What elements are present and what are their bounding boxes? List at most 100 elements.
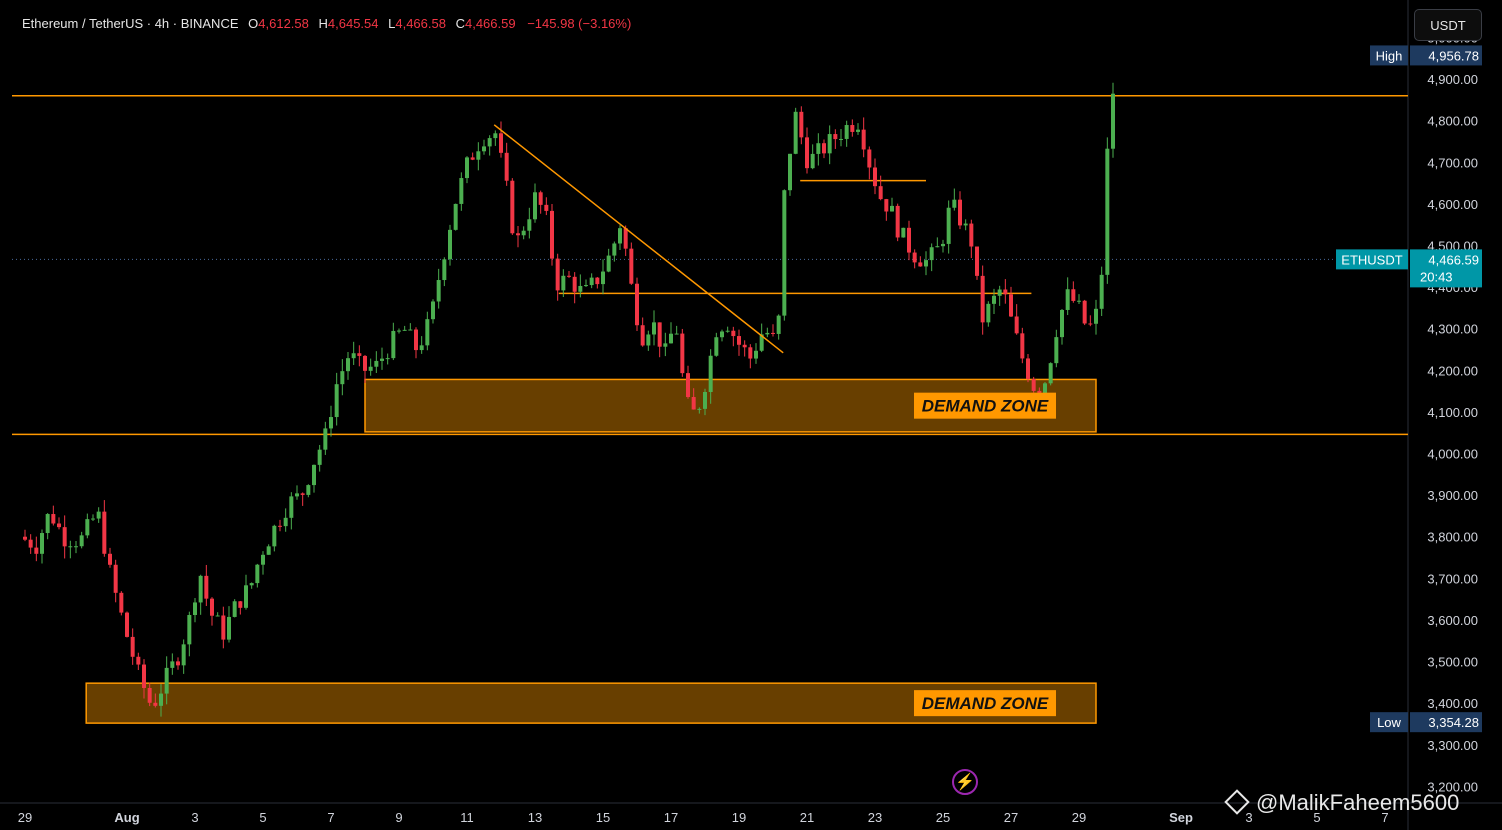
candle-body xyxy=(725,330,730,332)
candle-body xyxy=(589,277,594,286)
lightning-icon[interactable]: ⚡ xyxy=(952,769,978,795)
candle-body xyxy=(969,223,974,247)
low-label: L xyxy=(388,16,396,31)
candle-body xyxy=(612,243,617,256)
candle-body xyxy=(176,661,180,666)
high-badge-label-bg xyxy=(1370,45,1408,66)
candle-body xyxy=(459,178,464,204)
candle-body xyxy=(1026,358,1030,379)
candle-body xyxy=(306,485,311,495)
candle-body xyxy=(329,417,333,429)
candle-body xyxy=(907,227,911,253)
candle-body xyxy=(895,205,900,238)
candle-body xyxy=(91,518,95,520)
candle-body xyxy=(482,146,486,152)
candle-body xyxy=(119,592,124,613)
candle-body xyxy=(646,334,651,346)
last-price-badge-countdown: 20:43 xyxy=(1420,269,1453,284)
last-price-badge-value-bg xyxy=(1410,249,1482,288)
y-tick-label: 4,100.00 xyxy=(1427,405,1478,420)
y-tick-label: 4,800.00 xyxy=(1427,114,1478,129)
candle-body xyxy=(1111,93,1115,149)
candle-body xyxy=(147,687,152,703)
candle-body xyxy=(476,151,481,160)
candle-body xyxy=(1065,289,1070,310)
candle-body xyxy=(419,345,424,351)
candle-body xyxy=(453,203,458,230)
candle-body xyxy=(629,248,634,284)
x-tick-label: 21 xyxy=(800,810,814,825)
x-tick-label: 7 xyxy=(1381,810,1388,825)
candle-body xyxy=(34,547,39,554)
candle-body xyxy=(1082,300,1087,324)
candle-body xyxy=(62,527,67,547)
candle-body xyxy=(674,333,679,335)
x-tick-label: 29 xyxy=(18,810,32,825)
candle-body xyxy=(691,397,696,410)
candle-body xyxy=(289,496,294,518)
low-value: 4,466.58 xyxy=(395,16,446,31)
candle-body xyxy=(96,511,101,519)
candle-body xyxy=(181,644,186,666)
candle-body xyxy=(986,303,991,323)
candle-body xyxy=(125,612,129,637)
candle-body xyxy=(572,276,577,292)
demand-zone-label-box xyxy=(914,392,1056,419)
candle-body xyxy=(714,337,719,356)
candle-body xyxy=(85,519,90,536)
high-label: H xyxy=(318,16,328,31)
candle-body xyxy=(470,157,475,160)
candle-body xyxy=(861,129,866,150)
currency-button[interactable]: USDT xyxy=(1414,9,1482,41)
candle-body xyxy=(946,207,951,244)
candle-body xyxy=(918,262,923,267)
y-tick-label: 4,600.00 xyxy=(1427,197,1478,212)
candle-body xyxy=(1077,300,1081,302)
y-tick-label: 4,300.00 xyxy=(1427,322,1478,337)
candle-body xyxy=(533,192,537,220)
high-badge-value: 4,956.78 xyxy=(1428,48,1479,63)
candle-body xyxy=(788,153,792,191)
candle-body xyxy=(198,575,203,603)
open-label: O xyxy=(248,16,259,31)
candle-body xyxy=(244,585,248,608)
trendline xyxy=(493,124,784,354)
candle-body xyxy=(618,228,622,244)
candle-body xyxy=(493,133,498,139)
candle-body xyxy=(323,428,328,450)
candle-body xyxy=(827,134,832,154)
binance-logo-icon xyxy=(1224,789,1250,815)
candle-body xyxy=(833,134,838,140)
candle-body xyxy=(878,186,883,200)
change-value: −145.98 (−3.16%) xyxy=(527,16,632,31)
candle-body xyxy=(816,143,821,154)
x-tick-label: Aug xyxy=(114,810,139,825)
candle-body xyxy=(187,614,192,645)
candle-body xyxy=(170,661,175,668)
candle-body xyxy=(720,331,724,338)
symbol-name: Ethereum / TetherUS · 4h · BINANCE xyxy=(22,16,239,31)
candle-body xyxy=(737,336,741,345)
candle-body xyxy=(79,535,84,547)
candle-body xyxy=(487,138,492,147)
candle-body xyxy=(51,514,56,524)
candle-body xyxy=(623,228,628,249)
candle-body xyxy=(204,575,209,599)
candle-body xyxy=(839,138,843,140)
candle-body xyxy=(550,210,554,259)
y-tick-label: 3,200.00 xyxy=(1427,779,1478,794)
candle-body xyxy=(924,260,928,267)
candle-body xyxy=(555,258,560,291)
candle-body xyxy=(567,275,571,277)
candle-body xyxy=(193,602,197,615)
y-tick-label: 3,600.00 xyxy=(1427,613,1478,628)
y-tick-label: 4,900.00 xyxy=(1427,72,1478,87)
high-badge-value-bg xyxy=(1410,45,1482,66)
candle-body xyxy=(782,190,787,316)
y-tick-label: 4,200.00 xyxy=(1427,363,1478,378)
candle-body xyxy=(742,344,747,348)
candle-body xyxy=(867,149,872,168)
candle-body xyxy=(958,199,962,226)
candle-body xyxy=(436,280,441,302)
